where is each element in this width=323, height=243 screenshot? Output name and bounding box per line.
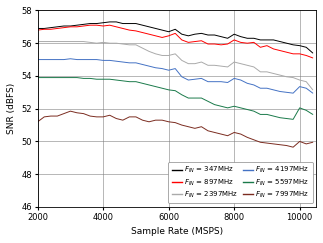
Legend: $F_{IN}$ = 347MHz, $F_{IN}$ = 897MHz, $F_{IN}$ = 2397MHz, $F_{IN}$ = 4197MHz, $F: $F_{IN}$ = 347MHz, $F_{IN}$ = 897MHz, $F… [168,162,313,203]
Y-axis label: SNR (dBFS): SNR (dBFS) [7,83,16,134]
X-axis label: Sample Rate (MSPS): Sample Rate (MSPS) [131,227,223,236]
